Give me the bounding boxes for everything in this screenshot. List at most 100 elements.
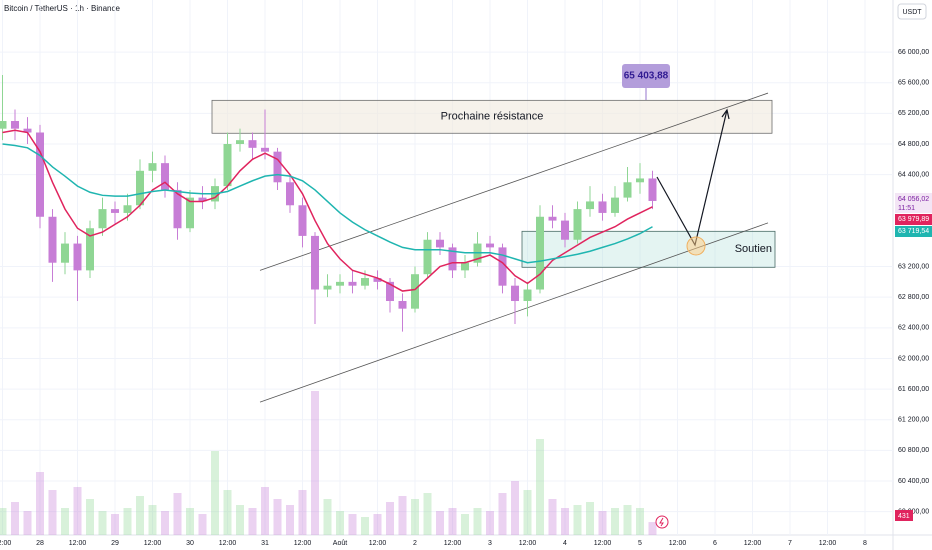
candle-body — [86, 228, 94, 271]
currency-box[interactable] — [897, 3, 927, 20]
candle-body — [486, 243, 494, 248]
candle-body — [11, 121, 19, 129]
y-tick-label: 65 200,00 — [898, 110, 929, 117]
candle-body — [148, 163, 157, 171]
volume-bar — [136, 496, 144, 535]
countdown: 11:51 — [898, 205, 915, 212]
price-label-box — [895, 193, 932, 213]
candle-body — [548, 216, 557, 221]
candle-body — [598, 201, 607, 213]
volume-bar — [261, 487, 269, 535]
volume-bar — [0, 508, 7, 535]
volume-bar — [648, 522, 657, 535]
volume-bar — [611, 508, 619, 535]
x-tick-label: 12:00 — [144, 540, 162, 547]
x-tick-label: 12:00 — [669, 540, 687, 547]
volume-bar — [148, 505, 157, 535]
x-tick-label: 12:00 — [294, 540, 312, 547]
candle-body — [448, 247, 457, 271]
volume-bar — [161, 511, 169, 535]
candle-body — [173, 189, 182, 229]
x-tick-label: 12:00 — [444, 540, 462, 547]
x-tick-label: 6 — [713, 540, 717, 547]
candle-body — [286, 182, 294, 206]
y-tick-label: 61 600,00 — [898, 386, 929, 393]
x-tick-label: 2 — [413, 540, 417, 547]
volume-label-box — [895, 510, 913, 521]
volume-bar — [111, 514, 119, 535]
target-label: 65 403,88 — [624, 71, 669, 82]
lightning-icon[interactable] — [655, 515, 669, 529]
channel-line — [259, 92, 769, 271]
volume-bar — [348, 514, 357, 535]
x-tick-label: 5 — [638, 540, 642, 547]
target-callout — [622, 64, 670, 88]
candle-body — [123, 205, 132, 213]
candle-body — [186, 197, 194, 229]
price-label: 64 056,02 — [898, 196, 929, 203]
volume-bar — [511, 481, 519, 535]
volume-bar — [11, 502, 19, 535]
volume-bar — [536, 439, 544, 535]
x-tick-label: 4 — [563, 540, 567, 547]
candle-body — [236, 140, 244, 144]
candle-body — [23, 128, 32, 133]
volume-bar — [411, 499, 419, 535]
x-tick-label: 12:00 — [219, 540, 237, 547]
x-tick-label: 12:00 — [369, 540, 387, 547]
x-tick-label: 12:00 — [744, 540, 762, 547]
x-tick-label: 30 — [186, 540, 194, 547]
candle-body — [323, 285, 332, 290]
volume-bar — [473, 508, 482, 535]
volume-bar — [448, 508, 457, 535]
volume-bar — [98, 511, 107, 535]
candle-body — [136, 170, 144, 206]
candle-body — [298, 205, 307, 236]
volume-bar — [248, 508, 257, 535]
candle-body — [586, 201, 594, 210]
volume-bar — [48, 490, 57, 535]
volume-bar — [361, 517, 369, 535]
y-tick-label: 64 800,00 — [898, 141, 929, 148]
x-tick-label: 8 — [863, 540, 867, 547]
volume-bar — [273, 499, 282, 535]
y-tick-label: 62 000,00 — [898, 355, 929, 362]
volume-bar — [311, 391, 319, 535]
candle-body — [273, 151, 282, 183]
y-tick-label: 60 400,00 — [898, 478, 929, 485]
volume-label: 431 — [898, 513, 910, 520]
x-tick-label: 12:00 — [69, 540, 87, 547]
volume-bar — [186, 508, 194, 535]
candle-body — [348, 281, 357, 286]
x-tick-label: 12:00 — [0, 540, 11, 547]
volume-bar — [636, 508, 644, 535]
volume-bar — [623, 505, 632, 535]
price-label: 63 719,54 — [898, 228, 929, 235]
volume-bar — [561, 508, 569, 535]
candle-body — [261, 147, 269, 152]
channel-line — [259, 222, 769, 403]
resistance-zone — [211, 99, 773, 134]
candle-body — [436, 239, 444, 248]
y-tick-label: 63 200,00 — [898, 263, 929, 270]
candle-body — [573, 209, 582, 240]
price-label-box — [895, 226, 932, 237]
x-tick-label: 12:00 — [594, 540, 612, 547]
y-tick-label: 60 000,00 — [898, 508, 929, 515]
candle-body — [636, 178, 644, 183]
candle-body — [511, 285, 519, 302]
volume-bar — [198, 514, 207, 535]
candle-body — [523, 289, 532, 302]
y-tick-label: 60 800,00 — [898, 447, 929, 454]
x-tick-label: 12:00 — [819, 540, 837, 547]
candle-body — [498, 247, 507, 286]
volume-bar — [598, 511, 607, 535]
volume-bar — [298, 490, 307, 535]
volume-bar — [223, 490, 232, 535]
candle-body — [36, 132, 44, 217]
candle-body — [373, 278, 382, 282]
candle-body — [98, 209, 107, 229]
y-tick-label: 61 200,00 — [898, 417, 929, 424]
candle-body — [336, 281, 344, 286]
y-tick-label: 66 000,00 — [898, 49, 929, 56]
